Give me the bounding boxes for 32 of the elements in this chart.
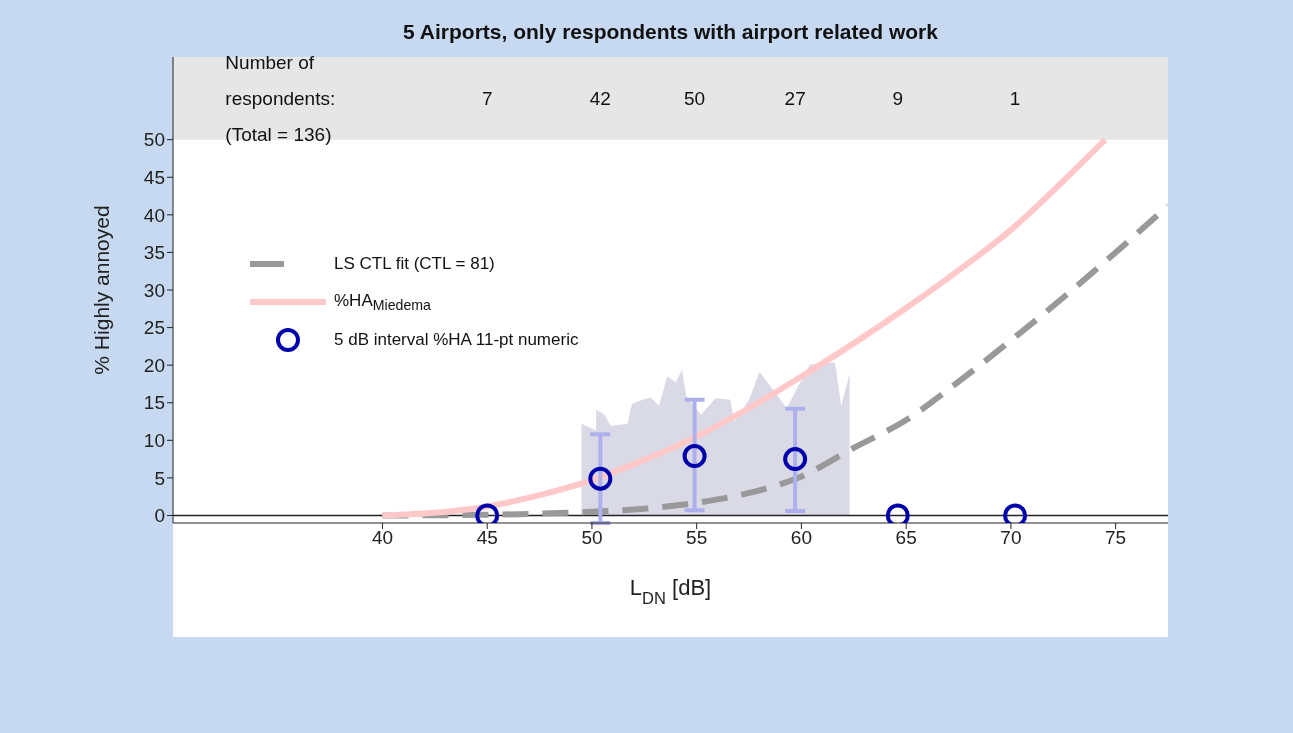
annotation: 27 <box>784 87 806 109</box>
x-tick-label: 70 <box>1000 527 1022 549</box>
y-tick-label: 40 <box>143 204 165 226</box>
y-tick-label: 30 <box>143 279 165 301</box>
y-tick-label: 15 <box>143 392 165 414</box>
legend-label: %HA$_{Miedema}$ <box>334 290 431 314</box>
x-axis-title: L$_{DN}$ [dB] <box>629 575 712 607</box>
y-tick-label: 10 <box>143 430 165 452</box>
x-tick-label: 45 <box>476 527 498 549</box>
annotation: 9 <box>892 87 904 109</box>
y-tick-label: 25 <box>143 317 165 339</box>
y-tick-label: 20 <box>143 354 165 376</box>
annotation: 50 <box>684 87 706 109</box>
x-tick-label: 50 <box>581 527 603 549</box>
chart-title: 5 Airports, only respondents with airport related work <box>402 20 939 44</box>
legend-label: 5 dB interval %HA 11-pt numeric <box>334 330 579 350</box>
y-tick-label: 35 <box>143 242 165 264</box>
annotation: 1 <box>1009 87 1021 109</box>
annotation: 42 <box>589 87 611 109</box>
x-tick-label: 40 <box>371 527 394 549</box>
annotation: 7 <box>481 87 493 109</box>
x-tick-label: 65 <box>895 527 917 549</box>
y-axis-title: % Highly annoyed <box>90 205 114 375</box>
y-tick-label: 50 <box>143 129 165 151</box>
legend-label: LS CTL fit (CTL = 81) <box>334 254 495 274</box>
x-tick-label: 75 <box>1105 527 1127 549</box>
x-tick-label: 60 <box>790 527 812 549</box>
y-tick-label: 45 <box>143 167 165 188</box>
annotation: Number of respondents: (Total = 136) <box>225 51 336 145</box>
y-tick-label: 5 <box>154 467 165 489</box>
x-tick-label: 55 <box>686 527 708 549</box>
y-tick-label: 0 <box>154 505 165 527</box>
